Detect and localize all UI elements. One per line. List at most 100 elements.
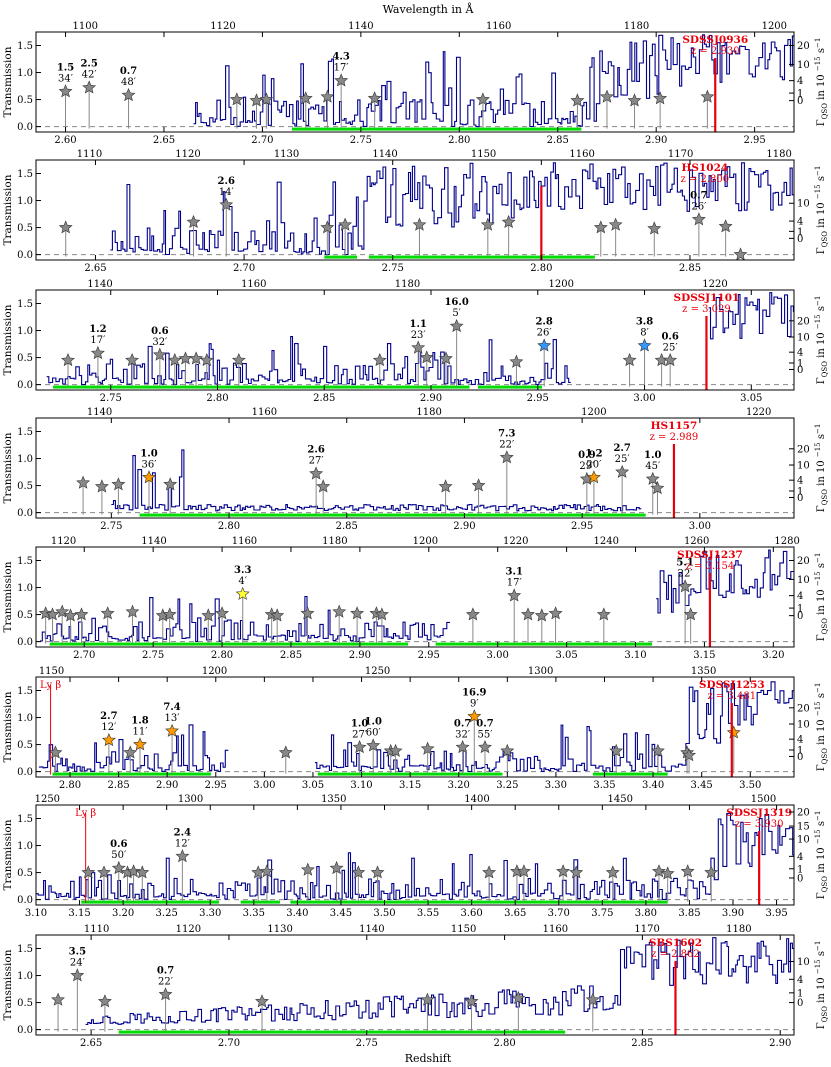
galaxy-marker	[439, 351, 453, 387]
transmission-label: Transmission	[2, 561, 14, 632]
gamma-tick-label: 4	[797, 975, 803, 986]
galaxy-distance: 13′	[165, 713, 181, 724]
galaxy-marker	[509, 354, 524, 387]
star-icon	[467, 709, 482, 723]
quasar-name: SDSSJ1237	[677, 549, 743, 561]
galaxy-marker: 26′0.7	[690, 190, 708, 257]
galaxy-marker: 9′16.9	[462, 687, 486, 774]
gamma-axis-label: ΓQSO in 10 −15 s−1	[814, 424, 829, 513]
galaxy-marker: 26′2.8	[535, 317, 553, 387]
y-tick-label: 0.5	[17, 610, 33, 621]
x-tick-label: 2.80	[59, 780, 81, 791]
galaxy-distance: 25′	[615, 454, 631, 465]
star-icon	[593, 220, 608, 234]
galaxy-marker	[600, 89, 614, 129]
x-tick-label: 3.15	[693, 650, 715, 661]
star-icon	[82, 80, 97, 94]
quasar-name: SDSSJ1319	[726, 807, 792, 819]
transmission-label: Transmission	[2, 432, 14, 503]
x-tick-label: 2.75	[350, 135, 372, 146]
wavelength-tick-label: 1500	[751, 794, 776, 805]
galaxy-marker	[350, 606, 365, 644]
star-icon	[175, 849, 190, 863]
wavelength-tick-label: 1120	[175, 149, 200, 160]
galaxy-marker	[123, 745, 138, 774]
star-icon	[201, 608, 216, 622]
galaxy-marker	[51, 992, 65, 1032]
galaxy-marker	[338, 217, 353, 257]
wavelength-tick-label: 1140	[87, 407, 112, 418]
star-icon	[569, 865, 584, 879]
wavelength-tick-label: 1250	[365, 666, 390, 677]
star-icon	[718, 219, 733, 233]
wavelength-tick-label: 1140	[87, 279, 112, 290]
star-icon	[680, 864, 695, 878]
galaxy-distance: 27′	[309, 456, 325, 467]
gamma-tick-label: 4	[797, 76, 803, 87]
gamma-tick-label: 10	[797, 461, 810, 472]
x-tick-label: 2.80	[211, 650, 233, 661]
gamma-tick-label: 0	[797, 611, 803, 622]
x-tick-label: 3.35	[593, 780, 615, 791]
galaxy-marker	[74, 607, 89, 644]
quasar-z-label: z = 3.481	[707, 691, 756, 702]
wavelength-tick-label: 1300	[178, 794, 203, 805]
wavelength-tick-label: 1140	[348, 21, 373, 32]
wavelength-tick-label: 1180	[766, 149, 791, 160]
galaxy-marker	[162, 607, 177, 644]
green-segment	[324, 255, 358, 259]
x-tick-label: 3.80	[635, 908, 657, 919]
galaxy-distance: 17′	[507, 578, 523, 589]
galaxy-marker	[556, 864, 571, 902]
star-icon	[135, 865, 150, 879]
x-tick-label: 2.75	[100, 393, 122, 404]
transmission-label: Transmission	[2, 304, 14, 375]
x-tick-label: 2.75	[100, 521, 122, 532]
y-tick-label: 1.0	[17, 68, 33, 79]
gamma-tick-label: 10	[797, 720, 810, 731]
galaxy-marker	[700, 89, 715, 129]
wavelength-tick-label: 1350	[691, 666, 716, 677]
star-icon	[125, 604, 140, 618]
star-icon	[704, 865, 719, 879]
wavelength-tick-label: 1140	[372, 149, 397, 160]
star-icon	[51, 992, 65, 1006]
star-icon	[165, 723, 179, 737]
star-icon	[471, 478, 486, 492]
galaxy-distance: 48′	[121, 77, 137, 88]
y-tick-label: 0.5	[17, 481, 33, 492]
star-icon	[70, 968, 85, 982]
galaxy-marker	[372, 353, 387, 387]
galaxy-gamma: 0.7	[454, 718, 471, 729]
star-icon	[478, 740, 492, 754]
x-tick-label: 2.85	[313, 393, 335, 404]
galaxy-marker: 5′16.0	[444, 297, 469, 387]
galaxy-marker: 34′1.5	[57, 62, 74, 129]
galaxy-distance: 26′	[537, 328, 553, 339]
star-icon	[372, 353, 387, 367]
gamma-tick-label: 4	[797, 591, 803, 602]
x-tick-label: 2.75	[382, 263, 404, 274]
x-tick-label: 2.85	[631, 1038, 653, 1049]
y-tick-label: 1.0	[17, 454, 33, 465]
star-icon	[608, 217, 623, 231]
galaxy-marker: 17′3.1	[506, 567, 523, 644]
y-tick-label: 1.5	[17, 814, 33, 825]
gamma-tick-label: 10	[797, 199, 810, 210]
quasar-z-label: z = 3.930	[735, 819, 784, 830]
galaxy-marker	[370, 865, 385, 902]
panel-frame	[35, 546, 795, 648]
transmission-label: Transmission	[2, 819, 14, 890]
star-icon	[439, 351, 453, 365]
gamma-tick-label: 0	[797, 96, 803, 107]
wavelength-tick-label: 1130	[274, 149, 299, 160]
x-tick-label: 2.65	[153, 135, 175, 146]
star-icon	[45, 607, 60, 621]
galaxy-marker	[388, 743, 403, 774]
star-icon	[125, 353, 140, 367]
galaxy-marker	[259, 864, 274, 902]
y-tick-label: 0.0	[17, 767, 33, 778]
star-icon	[651, 743, 665, 757]
y-tick-label: 0.5	[17, 868, 33, 879]
